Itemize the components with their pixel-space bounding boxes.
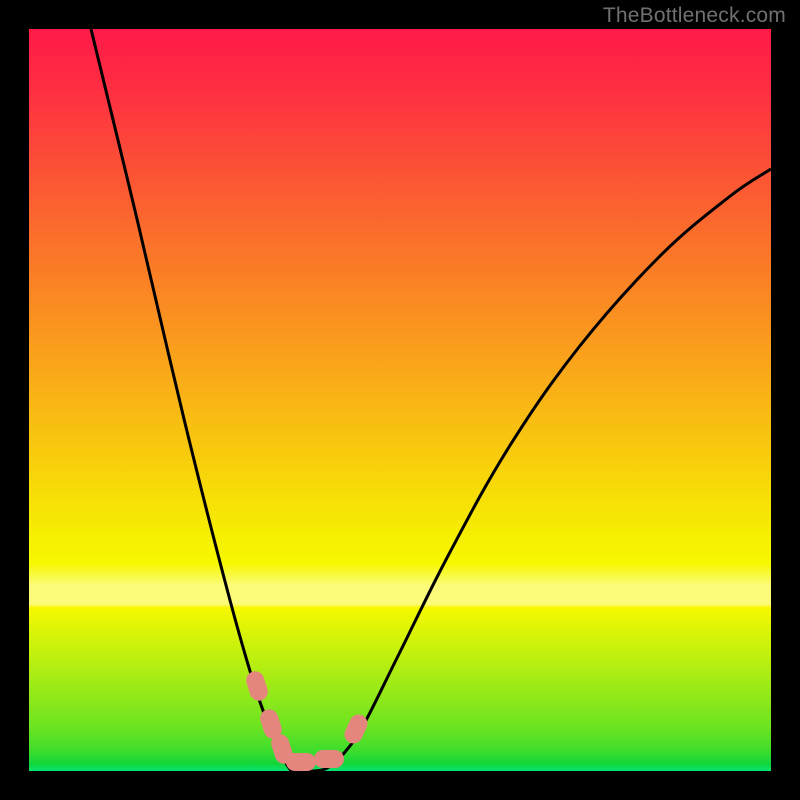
marker-point — [244, 669, 270, 703]
watermark-text: TheBottleneck.com — [603, 4, 786, 28]
data-markers — [244, 669, 371, 771]
v-curve — [91, 29, 771, 771]
plot-area — [29, 29, 771, 771]
marker-point — [286, 753, 316, 771]
curve-layer — [29, 29, 771, 771]
marker-point — [314, 750, 344, 768]
